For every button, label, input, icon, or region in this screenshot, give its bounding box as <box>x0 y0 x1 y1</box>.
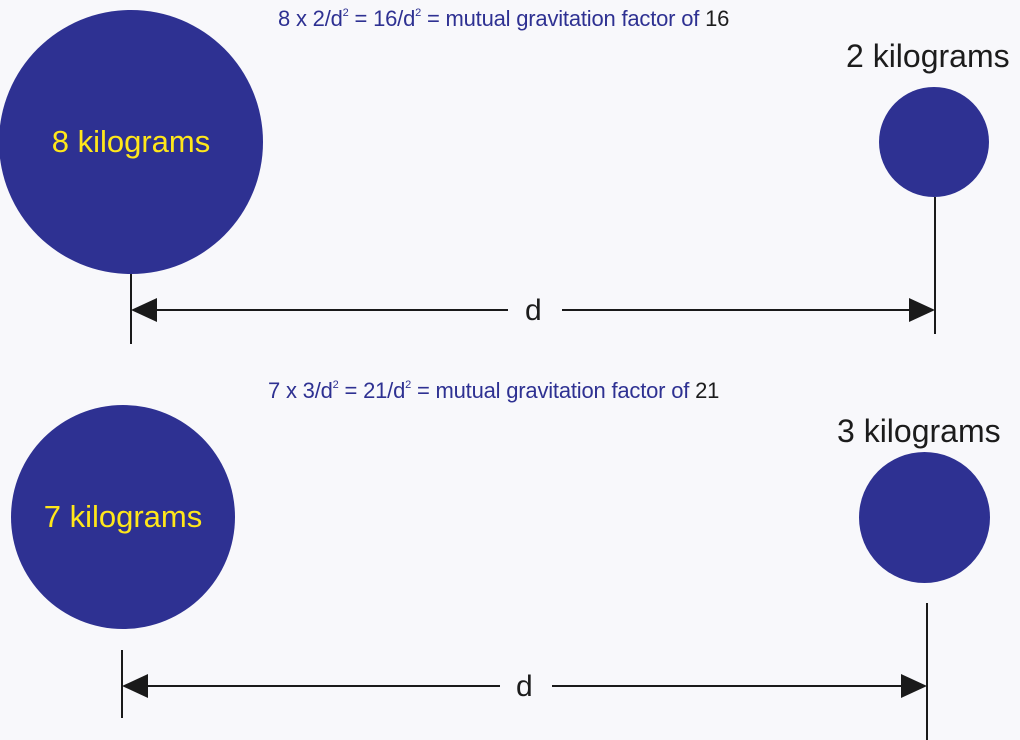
equation-times: x <box>280 378 303 403</box>
bottom-small-mass-label: 3 kilograms <box>837 413 1001 449</box>
equation-over-d: /d <box>324 6 343 31</box>
equation-mass-b: 3 <box>302 378 315 403</box>
top-large-mass-circle: 8 kilograms <box>0 10 263 274</box>
equation-description: = mutual gravitation factor of <box>411 378 696 403</box>
bottom-arrowhead-right <box>901 674 927 698</box>
equation-equals: = <box>348 6 374 31</box>
bottom-distance-label: d <box>506 672 543 702</box>
equation-exponent: 2 <box>332 379 339 391</box>
equation-product: 21 <box>363 378 388 403</box>
equation-times: x <box>290 6 313 31</box>
equation-description: = mutual gravitation factor of <box>421 6 706 31</box>
equation-factor-value: 21 <box>695 378 720 403</box>
bottom-large-mass-label: 7 kilograms <box>43 499 203 534</box>
equation-equals: = <box>338 378 364 403</box>
top-distance-label: d <box>515 296 552 326</box>
top-arrowhead-right <box>909 298 935 322</box>
top-equation: 8 x 2/d2 = 16/d2 = mutual gravitation fa… <box>278 6 729 32</box>
equation-exponent: 2 <box>342 7 349 19</box>
equation-mass-a: 8 <box>278 6 291 31</box>
equation-exponent: 2 <box>405 379 412 391</box>
equation-factor-value: 16 <box>705 6 730 31</box>
equation-exponent: 2 <box>415 7 422 19</box>
equation-over-d: /d <box>314 378 333 403</box>
bottom-small-mass-circle <box>859 452 990 583</box>
equation-over-d: /d <box>387 378 406 403</box>
equation-mass-b: 2 <box>312 6 325 31</box>
top-large-mass-label: 8 kilograms <box>51 124 211 159</box>
top-small-mass-circle <box>879 87 989 197</box>
equation-over-d: /d <box>397 6 416 31</box>
top-small-mass-label: 2 kilograms <box>846 38 1010 74</box>
top-arrowhead-left <box>131 298 157 322</box>
equation-product: 16 <box>373 6 398 31</box>
equation-mass-a: 7 <box>268 378 281 403</box>
bottom-large-mass-circle: 7 kilograms <box>11 405 235 629</box>
bottom-equation: 7 x 3/d2 = 21/d2 = mutual gravitation fa… <box>268 378 719 404</box>
bottom-arrowhead-left <box>122 674 148 698</box>
